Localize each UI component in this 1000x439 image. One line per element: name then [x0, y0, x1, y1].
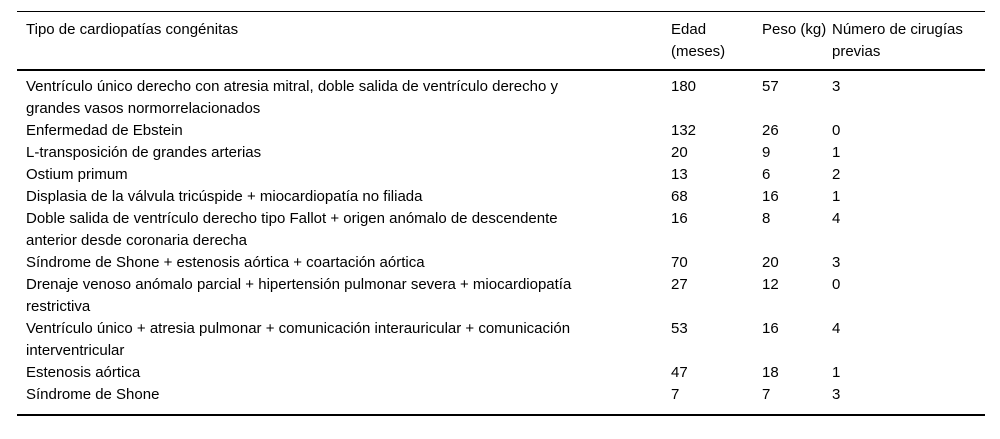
cell-tipo: Síndrome de Shone — [26, 386, 160, 403]
cell-cirugias: 0 — [832, 122, 841, 139]
cell-peso: 18 — [762, 364, 779, 381]
cell-cirugias: 1 — [832, 188, 841, 205]
cell-peso: 16 — [762, 188, 779, 205]
table-row: Displasia de la válvula tricúspide + mio… — [17, 186, 985, 208]
cell-cirugias: 3 — [832, 254, 841, 271]
cell-peso: 12 — [762, 276, 779, 293]
table-row: Estenosis aórtica 47 18 1 — [17, 362, 985, 384]
cell-edad: 180 — [671, 78, 697, 95]
table-row: Ostium primum 13 6 2 — [17, 164, 985, 186]
table-row: Doble salida de ventrículo derecho tipo … — [17, 208, 985, 252]
cell-edad: 27 — [671, 276, 688, 293]
cell-peso: 57 — [762, 78, 779, 95]
cell-tipo: Doble salida de ventrículo derecho tipo … — [26, 210, 558, 249]
cell-peso: 6 — [762, 166, 771, 183]
cell-cirugias: 2 — [832, 166, 841, 183]
cell-edad: 132 — [671, 122, 697, 139]
congenital-heart-disease-table: Tipo de cardiopatías congénitas Edad (me… — [17, 11, 985, 416]
cell-tipo: Estenosis aórtica — [26, 364, 141, 381]
table-row: Ventrículo único derecho con atresia mit… — [17, 70, 985, 120]
table-body: Ventrículo único derecho con atresia mit… — [17, 70, 985, 415]
cell-cirugias: 3 — [832, 78, 841, 95]
cell-cirugias: 0 — [832, 276, 841, 293]
cell-peso: 20 — [762, 254, 779, 271]
cell-cirugias: 4 — [832, 210, 841, 227]
table-row: Enfermedad de Ebstein 132 26 0 — [17, 120, 985, 142]
cell-cirugias: 1 — [832, 144, 841, 161]
column-header-cirugias: Número de cirugías previas — [832, 11, 985, 71]
cell-edad: 16 — [671, 210, 688, 227]
cell-edad: 20 — [671, 144, 688, 161]
table-header: Tipo de cardiopatías congénitas Edad (me… — [17, 11, 985, 71]
cell-tipo: Ventrículo único derecho con atresia mit… — [26, 78, 558, 117]
column-header-peso: Peso (kg) — [762, 11, 832, 71]
cell-tipo: Drenaje venoso anómalo parcial + hiperte… — [26, 276, 572, 315]
table-row: L-transposición de grandes arterias 20 9… — [17, 142, 985, 164]
table-container: Tipo de cardiopatías congénitas Edad (me… — [17, 11, 985, 416]
cell-peso: 26 — [762, 122, 779, 139]
cell-cirugias: 3 — [832, 386, 841, 403]
column-header-tipo: Tipo de cardiopatías congénitas — [17, 11, 671, 71]
table-row: Síndrome de Shone + estenosis aórtica + … — [17, 252, 985, 274]
cell-cirugias: 1 — [832, 364, 841, 381]
cell-tipo: Ostium primum — [26, 166, 128, 183]
cell-edad: 68 — [671, 188, 688, 205]
cell-edad: 7 — [671, 386, 680, 403]
cell-tipo: Ventrículo único + atresia pulmonar + co… — [26, 320, 571, 359]
cell-peso: 7 — [762, 386, 771, 403]
table-row: Síndrome de Shone 7 7 3 — [17, 384, 985, 415]
column-header-edad: Edad (meses) — [671, 11, 762, 71]
cell-peso: 9 — [762, 144, 771, 161]
cell-cirugias: 4 — [832, 320, 841, 337]
cell-tipo: L-transposición de grandes arterias — [26, 144, 262, 161]
table-row: Drenaje venoso anómalo parcial + hiperte… — [17, 274, 985, 318]
cell-tipo: Enfermedad de Ebstein — [26, 122, 183, 139]
cell-tipo: Displasia de la válvula tricúspide + mio… — [26, 188, 423, 205]
cell-tipo: Síndrome de Shone + estenosis aórtica + … — [26, 254, 425, 271]
cell-edad: 53 — [671, 320, 688, 337]
cell-edad: 13 — [671, 166, 688, 183]
cell-edad: 47 — [671, 364, 688, 381]
header-row: Tipo de cardiopatías congénitas Edad (me… — [17, 11, 985, 71]
cell-peso: 8 — [762, 210, 771, 227]
table-row: Ventrículo único + atresia pulmonar + co… — [17, 318, 985, 362]
cell-peso: 16 — [762, 320, 779, 337]
cell-edad: 70 — [671, 254, 688, 271]
